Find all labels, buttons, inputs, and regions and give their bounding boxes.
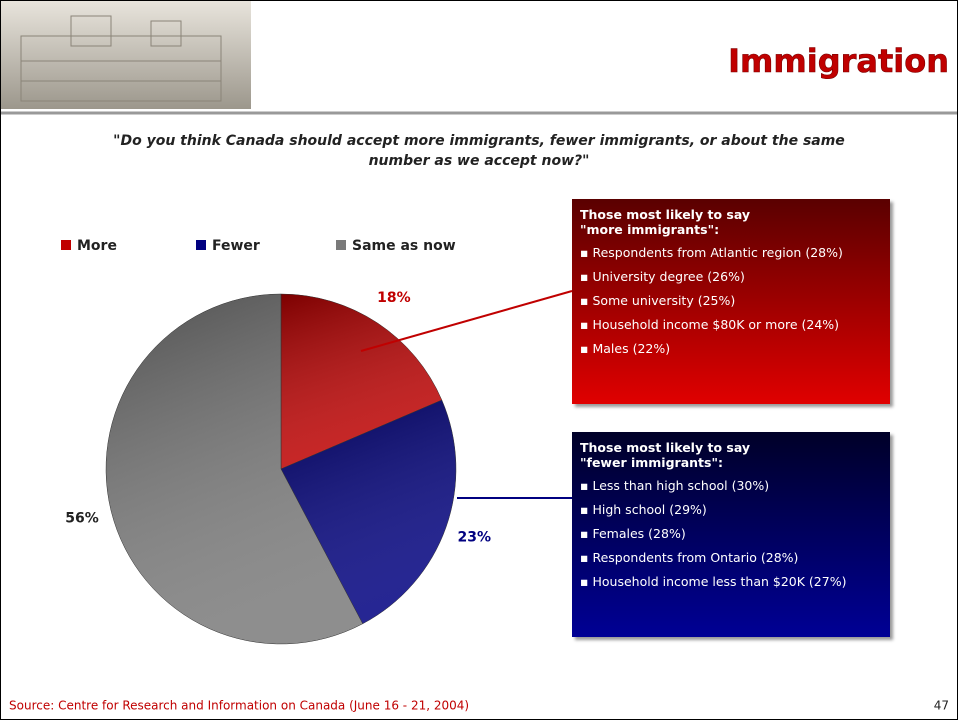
callout-item: Males (22%) [580,341,882,356]
header-image [1,1,251,109]
legend-label: Fewer [212,238,260,254]
callout-item: Household income less than $20K (27%) [580,574,882,589]
legend-swatch [196,240,206,250]
callout-item: Less than high school (30%) [580,478,882,493]
callout-title: Those most likely to say "fewer immigrant… [580,440,882,470]
callout-title: Those most likely to say "more immigrants… [580,207,882,237]
title: Immigration [728,42,949,80]
legend-label: Same as now [352,238,456,254]
callout-item: Household income $80K or more (24%) [580,317,882,332]
callout: Those most likely to say "fewer immigrant… [572,432,890,637]
callout-item: University degree (26%) [580,269,882,284]
subtitle: "Do you think Canada should accept more … [113,133,845,169]
callout-title-line: Those most likely to say [580,440,751,455]
source: Source: Centre for Research and Informat… [9,699,469,713]
legend-label: More [77,238,117,254]
slice-shading [105,293,364,645]
callout-item: Respondents from Atlantic region (28%) [580,245,882,260]
data-label: 23% [458,529,492,545]
slice-shading [280,399,457,625]
building-sketch [20,15,222,102]
callout-item: Females (28%) [580,526,882,541]
callout-item: Some university (25%) [580,293,882,308]
callout-title-line: "fewer immigrants": [580,455,723,470]
callout-item: Respondents from Ontario (28%) [580,550,882,565]
page-number: 47 [934,699,949,713]
callout-item: High school (29%) [580,502,882,517]
data-label: 18% [377,290,411,306]
callout: Those most likely to say "more immigrants… [572,199,890,404]
legend-swatch [336,240,346,250]
connector [360,290,573,352]
slice-shading [280,293,443,470]
callout-title-line: "more immigrants": [580,222,720,237]
data-label: 56% [65,510,99,526]
legend-swatch [61,240,71,250]
callout-title-line: Those most likely to say [580,207,751,222]
